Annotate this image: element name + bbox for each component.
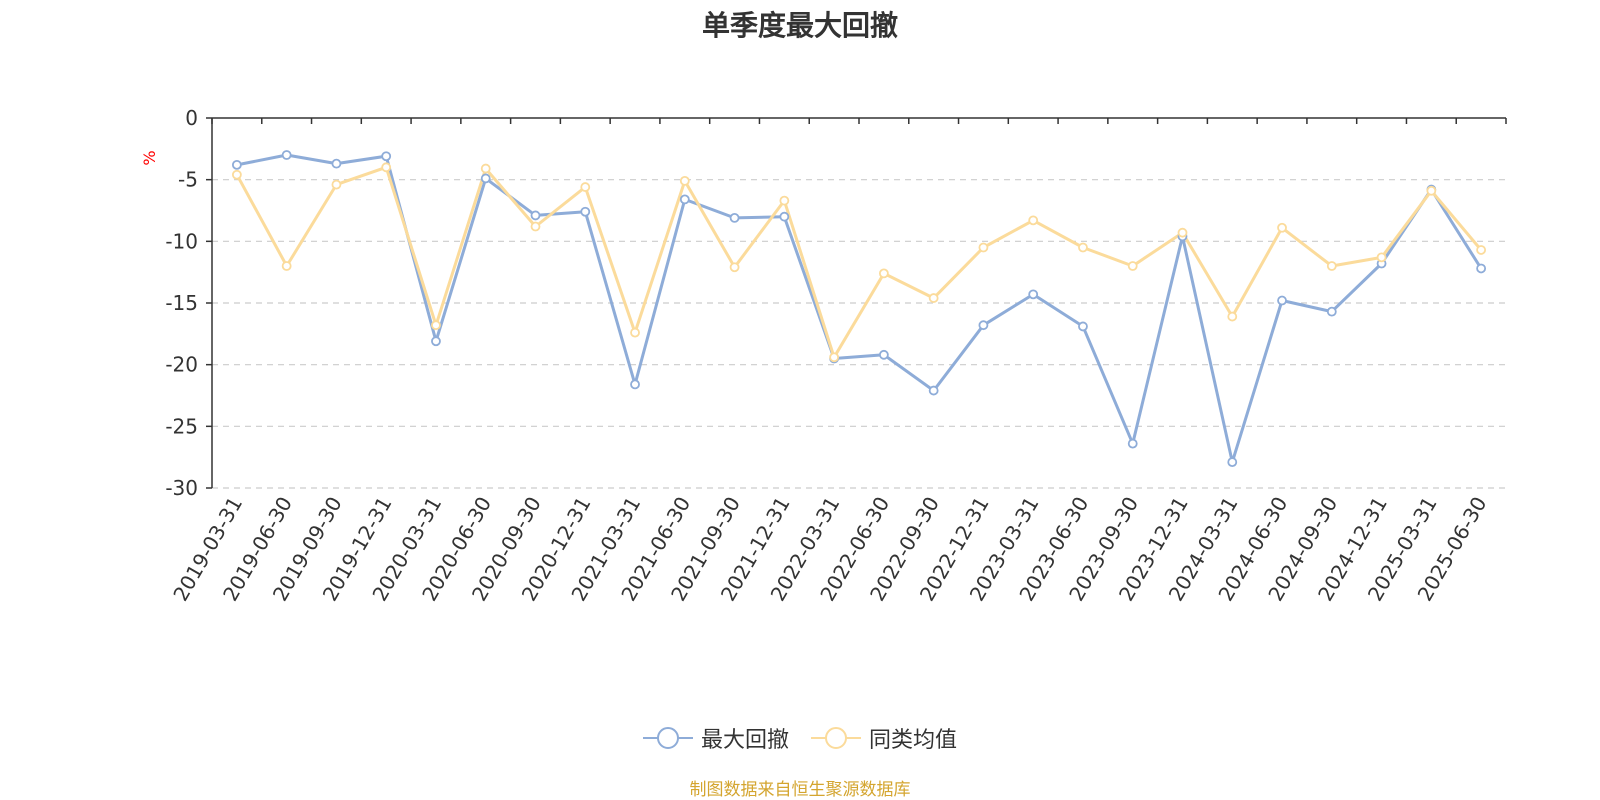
legend-item-series-2[interactable]: 同类均值	[811, 722, 957, 754]
data-point-series-1	[480, 173, 491, 184]
data-point-series-1	[978, 320, 989, 331]
data-point-series-2	[431, 320, 441, 331]
y-tick-label: -5	[178, 168, 198, 192]
data-point-series-2	[729, 262, 740, 273]
chart-title: 单季度最大回撤	[701, 9, 898, 42]
data-point-series-1	[580, 206, 591, 217]
legend: 最大回撤 同类均值	[0, 722, 1600, 754]
y-axis-unit: %	[140, 150, 159, 165]
data-point-series-1	[331, 158, 342, 169]
data-point-series-2	[281, 261, 292, 271]
data-point-series-2	[480, 163, 491, 174]
data-point-series-1	[381, 151, 392, 162]
data-point-series-1	[1476, 263, 1487, 274]
data-point-series-2	[381, 162, 392, 173]
y-tick-label: -20	[165, 353, 198, 377]
data-point-series-1	[928, 385, 939, 396]
data-point-series-1	[630, 379, 640, 390]
data-point-series-1	[1078, 321, 1088, 332]
data-point-series-1	[679, 194, 690, 205]
data-point-series-2	[779, 195, 790, 206]
data-point-series-1	[1127, 438, 1138, 449]
data-point-series-2	[1277, 222, 1287, 233]
legend-line-circle-icon	[642, 727, 693, 749]
data-point-series-1	[1326, 306, 1337, 317]
data-point-series-2	[1078, 242, 1088, 253]
source-note: 制图数据来自恒生聚源数据库	[689, 780, 911, 800]
data-point-series-2	[1028, 215, 1039, 226]
data-point-series-1	[530, 210, 541, 221]
data-point-series-2	[829, 352, 840, 363]
y-tick-label: -25	[165, 414, 198, 438]
data-point-series-1	[779, 211, 790, 222]
legend-line-circle-icon	[811, 727, 861, 749]
data-point-series-1	[729, 212, 740, 223]
data-point-series-1	[878, 349, 889, 360]
data-point-series-1	[231, 159, 242, 170]
y-tick-label: -15	[165, 291, 198, 315]
series-line-1	[236, 153, 1483, 464]
data-point-series-1	[1277, 295, 1287, 306]
data-point-series-2	[878, 268, 889, 279]
y-tick-label: -30	[165, 476, 198, 500]
data-point-series-1	[281, 150, 292, 160]
legend-item-series-1[interactable]: 最大回撤	[642, 722, 789, 754]
data-point-series-2	[630, 327, 640, 338]
data-point-series-2	[978, 242, 989, 253]
data-point-series-1	[1227, 457, 1238, 468]
legend-label-series-2: 同类均值	[869, 728, 958, 753]
y-tick-label: 0	[185, 106, 198, 130]
data-point-series-1	[431, 336, 441, 347]
data-point-series-2	[1376, 252, 1387, 263]
data-point-series-2	[1227, 311, 1238, 322]
data-point-series-2	[331, 179, 342, 190]
data-point-series-2	[1476, 245, 1487, 255]
data-point-series-2	[1426, 185, 1437, 196]
data-point-series-2	[1127, 261, 1138, 271]
series-line-2	[235, 165, 1483, 359]
data-point-series-2	[231, 169, 242, 180]
data-point-series-2	[530, 221, 541, 232]
data-point-series-2	[679, 175, 690, 186]
data-point-series-2	[928, 293, 939, 303]
data-point-series-2	[580, 182, 591, 192]
legend-label-series-1: 最大回撤	[700, 728, 789, 753]
data-point-series-2	[1177, 227, 1188, 238]
data-point-series-1	[1028, 289, 1039, 300]
data-point-series-2	[1326, 261, 1337, 271]
y-tick-label: -10	[165, 229, 198, 253]
